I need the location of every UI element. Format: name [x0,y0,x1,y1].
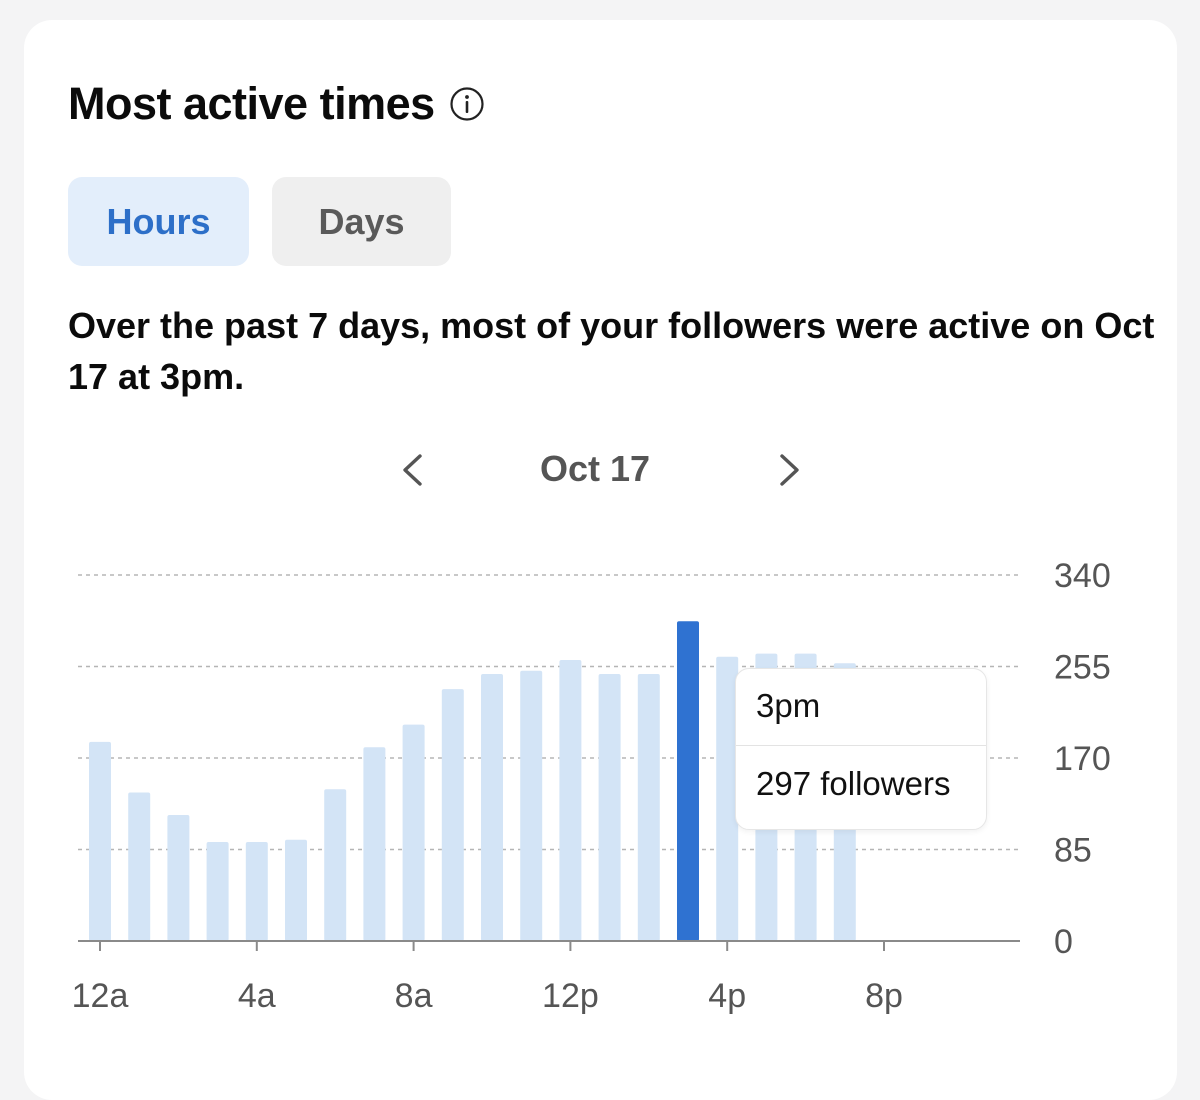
bar[interactable] [324,789,347,941]
bar[interactable] [167,815,190,941]
tab-hours[interactable]: Hours [68,177,249,266]
bar[interactable] [559,660,582,941]
bar[interactable] [441,689,464,941]
bar[interactable] [285,839,307,941]
bar-highlighted[interactable] [677,621,699,941]
bar[interactable] [402,724,425,941]
card-header: Most active times [68,78,485,130]
y-tick-label: 255 [1054,649,1111,687]
info-circle-icon[interactable] [449,86,485,122]
tooltip-time: 3pm [756,687,821,724]
card-title: Most active times [68,78,435,129]
bar[interactable] [481,674,503,941]
y-tick-label: 340 [1054,557,1111,595]
x-tick-label: 12a [72,977,129,1015]
bar[interactable] [128,792,151,941]
bar[interactable] [245,841,268,941]
bar[interactable] [206,841,229,941]
bar[interactable] [637,674,660,941]
y-tick-label: 170 [1054,740,1111,778]
y-tick-label: 0 [1054,923,1073,961]
selected-date: Oct 17 [539,448,651,489]
x-tick-label: 12p [542,977,599,1015]
bar[interactable] [520,670,543,941]
bar[interactable] [716,656,739,941]
tooltip-value: 297 followers [756,765,951,802]
hourly-activity-chart: 0 85 170 255 340 12a 4a 8a 12p 4p 8p [72,557,1111,1015]
x-tick-label: 4p [708,977,746,1015]
x-tick-label: 8p [865,977,903,1015]
bar-tooltip: 3pm 297 followers [735,668,987,830]
tooltip-divider [736,745,986,746]
tab-days[interactable]: Days [272,177,451,266]
bar[interactable] [363,747,386,941]
y-tick-label: 85 [1054,832,1092,870]
x-tick-label: 4a [238,977,276,1015]
bar[interactable] [598,674,621,941]
chevron-right-icon[interactable] [768,448,812,492]
chevron-left-icon[interactable] [392,448,436,492]
activity-summary: Over the past 7 days, most of your follo… [68,305,1155,397]
bar[interactable] [89,741,111,941]
x-tick-label: 8a [395,977,433,1015]
